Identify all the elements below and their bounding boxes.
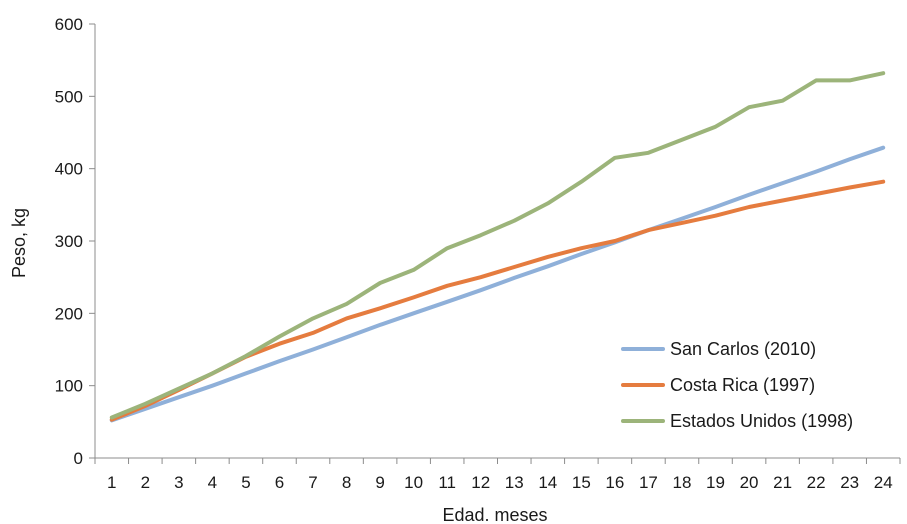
y-tick-label: 600 bbox=[55, 15, 83, 34]
series-layer bbox=[109, 71, 886, 423]
legend-label-1: San Carlos (2010) bbox=[670, 339, 816, 359]
y-axis-title: Peso, kg bbox=[9, 208, 29, 278]
x-tick-label: 3 bbox=[174, 473, 183, 492]
x-tick-label: 4 bbox=[208, 473, 217, 492]
x-tick-label: 23 bbox=[840, 473, 859, 492]
x-tick-label: 2 bbox=[141, 473, 150, 492]
series-line-1 bbox=[109, 145, 886, 423]
x-tick-label: 19 bbox=[706, 473, 725, 492]
x-axis: 1 2 3 4 5 6 7 8 9 10 11 12 13 14 15 16 17 18 19 20 21 22 23 24 bbox=[94, 457, 901, 492]
y-tick-label: 0 bbox=[74, 449, 83, 468]
series-line-3 bbox=[109, 71, 886, 420]
x-tick-label: 7 bbox=[308, 473, 317, 492]
x-tick-label: 5 bbox=[241, 473, 250, 492]
x-tick-label: 15 bbox=[572, 473, 591, 492]
x-tick-label: 8 bbox=[342, 473, 351, 492]
legend-label-2: Costa Rica (1997) bbox=[670, 375, 815, 395]
x-tick-label: 24 bbox=[874, 473, 893, 492]
legend: San Carlos (2010) Costa Rica (1997) Estado… bbox=[621, 339, 853, 431]
x-tick-label: 9 bbox=[375, 473, 384, 492]
y-tick-label: 100 bbox=[55, 377, 83, 396]
y-tick-label: 500 bbox=[55, 87, 83, 106]
y-tick-label: 400 bbox=[55, 160, 83, 179]
x-tick-label: 13 bbox=[505, 473, 524, 492]
x-tick-label: 21 bbox=[773, 473, 792, 492]
x-tick-label: 6 bbox=[275, 473, 284, 492]
legend-label-3: Estados Unidos (1998) bbox=[670, 411, 853, 431]
x-tick-label: 17 bbox=[639, 473, 658, 492]
y-axis: 0 100 200 300 400 500 600 bbox=[55, 15, 96, 468]
x-tick-label: 10 bbox=[404, 473, 423, 492]
x-tick-label: 1 bbox=[107, 473, 116, 492]
x-tick-label: 22 bbox=[807, 473, 826, 492]
y-tick-label: 200 bbox=[55, 304, 83, 323]
y-tick-label: 300 bbox=[55, 232, 83, 251]
x-tick-label: 14 bbox=[538, 473, 557, 492]
x-tick-label: 18 bbox=[673, 473, 692, 492]
x-tick-label: 11 bbox=[438, 473, 456, 492]
x-tick-label: 12 bbox=[471, 473, 490, 492]
x-tick-label: 16 bbox=[605, 473, 624, 492]
x-axis-title: Edad. meses bbox=[442, 505, 547, 524]
x-tick-label: 20 bbox=[740, 473, 759, 492]
